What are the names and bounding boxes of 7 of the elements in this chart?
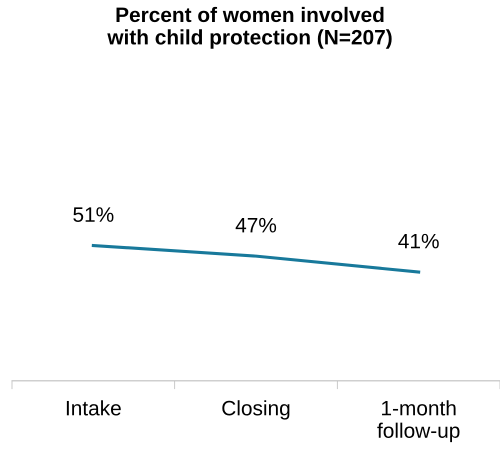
x-tick-label: 1-month follow-up [377, 400, 460, 442]
data-label: 47% [236, 218, 276, 232]
chart-title: Percent of women involved with child protection (N=207) [107, 6, 392, 49]
x-tick-label: Closing [222, 400, 290, 420]
x-tick-label: Intake [66, 400, 121, 416]
data-label: 41% [398, 234, 439, 248]
data-label: 51% [73, 207, 114, 222]
